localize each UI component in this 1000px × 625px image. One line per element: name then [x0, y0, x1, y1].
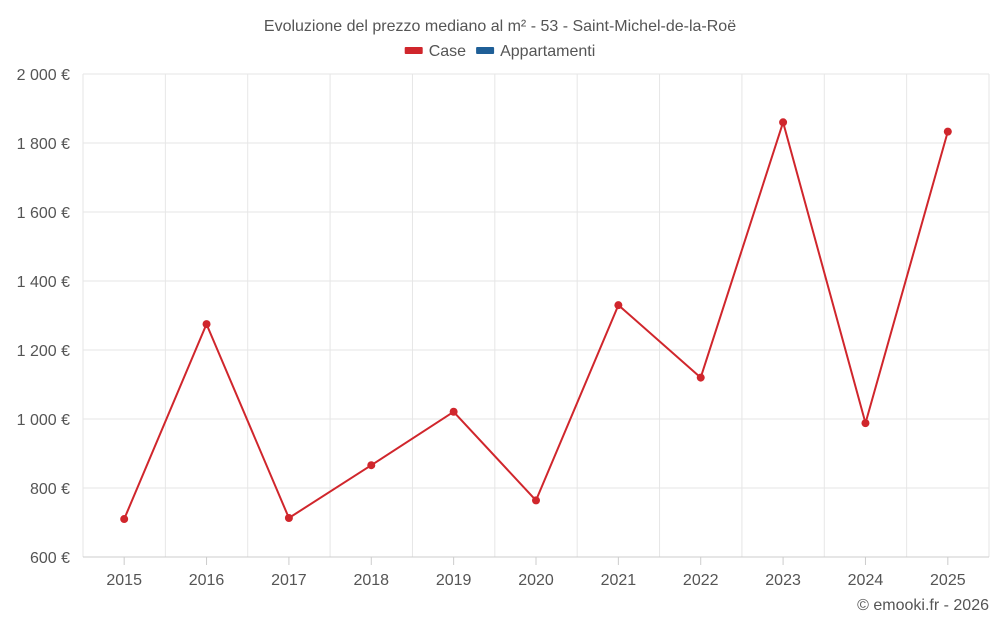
data-point-2018[interactable] — [367, 461, 376, 470]
legend-item-appartamenti[interactable]: Appartamenti — [476, 43, 595, 60]
grid — [82, 73, 990, 557]
legend: Case Appartamenti — [404, 43, 595, 60]
legend-label: Appartamenti — [500, 43, 595, 60]
y-tick-label: 800 € — [30, 481, 70, 498]
data-point-2020[interactable] — [532, 496, 540, 505]
y-tick-label: 1 800 € — [17, 136, 70, 153]
credits: © emooki.fr - 2026 — [857, 597, 989, 614]
data-point-2015[interactable] — [120, 515, 129, 524]
x-tick-label: 2019 — [436, 572, 472, 589]
legend-item-case[interactable]: Case — [404, 43, 466, 60]
x-tick-label: 2024 — [848, 572, 884, 589]
legend-swatch — [476, 47, 495, 54]
legend-label: Case — [429, 43, 466, 60]
data-point-2023[interactable] — [779, 118, 788, 127]
y-axis: 600 € 800 € 1 000 € 1 200 € 1 400 € 1 600 € 1 … — [17, 67, 70, 567]
y-tick-label: 1 400 € — [17, 274, 70, 291]
data-point-2024[interactable] — [861, 419, 870, 428]
y-tick-label: 1 000 € — [17, 412, 70, 429]
x-tick-label: 2017 — [271, 572, 307, 589]
data-point-2017[interactable] — [284, 514, 293, 523]
y-tick-label: 1 600 € — [17, 205, 70, 222]
legend-swatch — [404, 47, 423, 54]
x-tick-label: 2021 — [601, 572, 637, 589]
chart-title: Evoluzione del prezzo mediano al m² - 53… — [264, 18, 736, 35]
x-tick-label: 2022 — [683, 572, 719, 589]
x-tick-label: 2015 — [106, 572, 142, 589]
data-point-2022[interactable] — [696, 373, 705, 382]
y-tick-label: 600 € — [30, 550, 70, 567]
data-point-2016[interactable] — [202, 320, 211, 329]
y-tick-label: 1 200 € — [17, 343, 70, 360]
x-tick-label: 2018 — [353, 572, 389, 589]
x-axis: 2015 2016 2017 2018 2019 2020 2021 2022 2023 2024… — [83, 556, 989, 589]
x-tick-label: 2023 — [765, 572, 801, 589]
x-tick-label: 2020 — [518, 572, 554, 589]
y-tick-label: 2 000 € — [17, 67, 70, 84]
data-point-2019[interactable] — [449, 407, 458, 416]
x-tick-label: 2016 — [189, 572, 225, 589]
data-point-2021[interactable] — [614, 301, 623, 310]
x-tick-label: 2025 — [930, 572, 966, 589]
series-layer — [120, 118, 952, 524]
data-point-2025[interactable] — [943, 127, 952, 136]
